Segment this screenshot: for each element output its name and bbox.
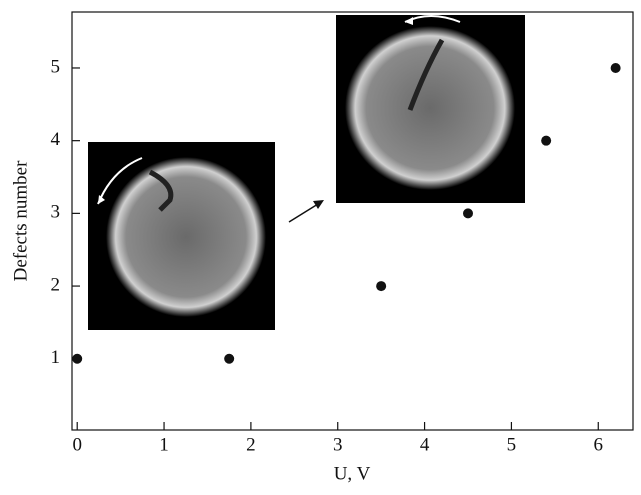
inset-right <box>336 15 525 203</box>
y-tick-label: 1 <box>51 347 61 368</box>
x-tick-label: 6 <box>594 434 604 455</box>
x-tick-label: 2 <box>246 434 256 455</box>
x-tick-label: 0 <box>72 434 82 455</box>
inset-arrow <box>288 200 324 223</box>
data-point <box>463 208 473 219</box>
x-tick-label: 3 <box>333 434 343 455</box>
data-point <box>224 353 235 364</box>
y-axis-label: Defects number <box>10 160 31 281</box>
data-point <box>376 281 387 292</box>
plot-frame <box>71 11 634 431</box>
inset-left <box>88 142 275 330</box>
y-tick-label: 5 <box>51 56 61 77</box>
y-tick-label: 3 <box>51 202 61 223</box>
x-axis-label: U, V <box>334 463 371 484</box>
x-tick-label: 1 <box>159 434 169 455</box>
y-tick-label: 2 <box>51 274 61 295</box>
data-point <box>72 353 83 364</box>
data-point <box>541 135 552 146</box>
data-point <box>610 62 621 73</box>
y-tick-label: 4 <box>51 129 61 150</box>
x-tick-label: 5 <box>507 434 517 455</box>
x-tick-label: 4 <box>420 434 430 455</box>
